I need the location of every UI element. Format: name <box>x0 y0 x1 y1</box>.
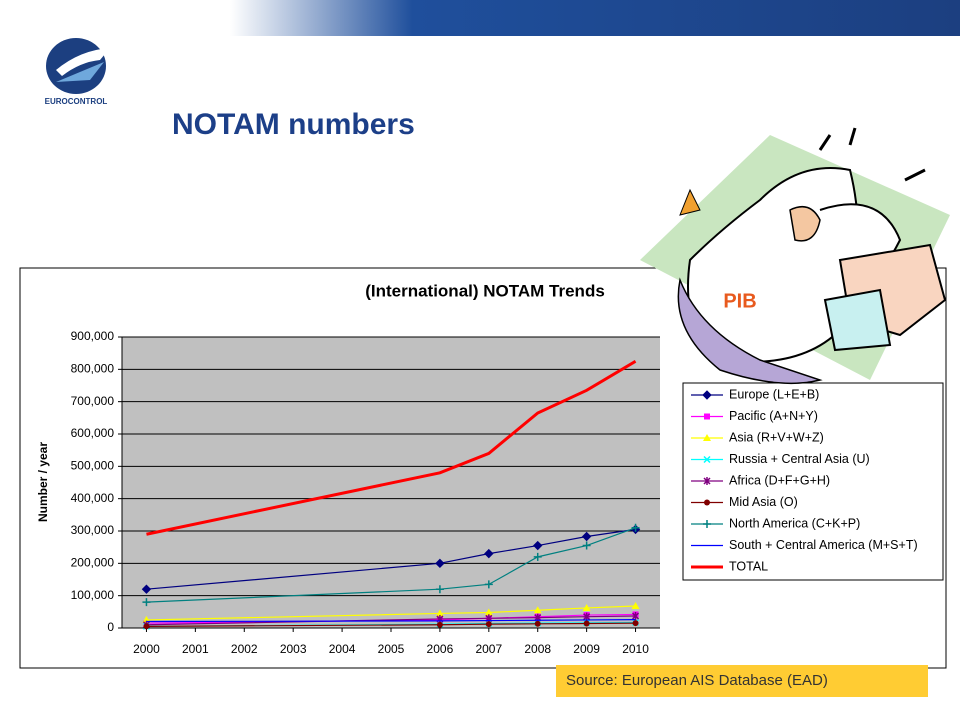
marker <box>703 477 711 485</box>
x-tick-label: 2007 <box>475 642 502 656</box>
y-tick-label: 200,000 <box>71 556 115 570</box>
marker <box>484 608 493 616</box>
marker <box>435 585 444 594</box>
marker <box>581 531 592 542</box>
y-tick-label: 600,000 <box>71 426 115 440</box>
marker <box>485 621 492 628</box>
x-tick-label: 2009 <box>573 642 600 656</box>
marker <box>533 540 543 551</box>
marker <box>631 523 640 532</box>
series-line <box>146 528 636 590</box>
marker <box>484 548 494 559</box>
legend-label: Africa (D+F+G+H) <box>729 473 830 487</box>
y-axis-title: Number / year <box>36 442 50 522</box>
marker <box>704 499 710 506</box>
x-tick-label: 2010 <box>622 642 649 656</box>
marker <box>435 558 445 569</box>
top-bar <box>230 0 960 36</box>
source-text: Source: European AIS Database (EAD) <box>566 672 828 689</box>
x-tick-label: 2004 <box>329 642 356 656</box>
legend-label: North America (C+K+P) <box>729 516 860 530</box>
y-tick-label: 300,000 <box>71 523 115 537</box>
y-tick-label: 100,000 <box>71 588 115 602</box>
legend-label: Pacific (A+N+Y) <box>729 409 818 423</box>
marker <box>533 606 542 614</box>
y-tick-label: 400,000 <box>71 491 115 505</box>
legend-label: Russia + Central Asia (U) <box>729 452 870 466</box>
marker <box>582 603 591 611</box>
y-tick-label: 500,000 <box>71 459 115 473</box>
legend-label: TOTAL <box>729 559 768 573</box>
x-tick-label: 2006 <box>427 642 454 656</box>
y-tick-label: 700,000 <box>71 394 115 408</box>
legend-box <box>682 382 944 581</box>
pib-label: PIB <box>723 290 756 312</box>
series-line <box>146 622 636 627</box>
chart: (International) NOTAM Trends Number / yea… <box>36 281 944 656</box>
marker <box>703 520 711 528</box>
x-tick-label: 2002 <box>231 642 258 656</box>
logo: EUROCONTROL <box>45 38 110 106</box>
marker <box>143 623 150 630</box>
clip-art: PIB <box>640 127 950 385</box>
source-box <box>556 665 928 697</box>
y-tick-label: 900,000 <box>71 329 115 343</box>
series-line <box>146 527 636 603</box>
x-tick-label: 2001 <box>182 642 209 656</box>
y-tick-label: 800,000 <box>71 362 115 376</box>
logo-text: EUROCONTROL <box>45 97 108 106</box>
legend-label: Europe (L+E+B) <box>729 387 819 401</box>
series-line <box>146 618 636 623</box>
series-line <box>146 615 636 626</box>
legend-label: South + Central America (M+S+T) <box>729 538 918 552</box>
marker <box>704 413 710 420</box>
marker <box>582 541 591 550</box>
x-tick-label: 2003 <box>280 642 307 656</box>
y-tick-label: 0 <box>107 620 114 634</box>
marker <box>702 390 712 400</box>
x-tick-label: 2005 <box>378 642 405 656</box>
marker <box>631 602 640 610</box>
marker <box>533 552 542 561</box>
series-line <box>146 359 637 536</box>
marker <box>534 620 541 627</box>
x-tick-label: 2000 <box>133 642 160 656</box>
marker <box>703 455 711 464</box>
marker <box>632 612 640 621</box>
marker <box>583 620 590 627</box>
marker <box>632 620 639 627</box>
legend-label: Asia (R+V+W+Z) <box>729 430 824 444</box>
marker <box>436 621 443 628</box>
marker <box>435 609 444 617</box>
marker <box>484 580 493 589</box>
marker <box>141 584 152 594</box>
marker <box>142 598 151 607</box>
chart-title: (International) NOTAM Trends <box>365 281 605 300</box>
marker <box>703 434 711 441</box>
legend-label: Mid Asia (O) <box>729 495 798 509</box>
series-line <box>146 605 636 621</box>
x-tick-label: 2008 <box>524 642 551 656</box>
slide-title: NOTAM numbers <box>172 108 415 141</box>
